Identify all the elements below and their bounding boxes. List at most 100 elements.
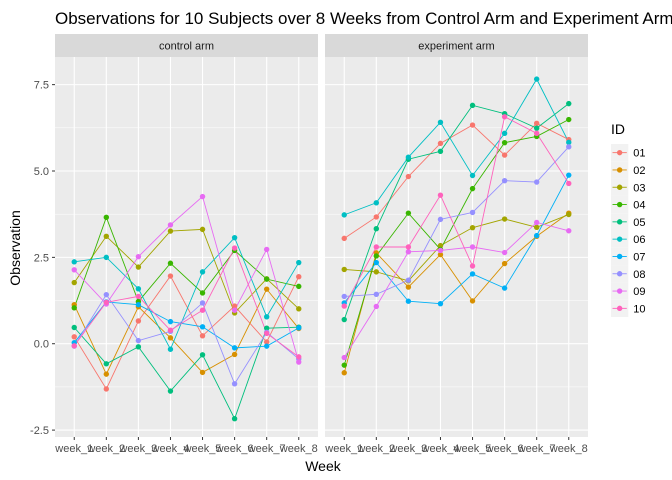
data-point-04-week_1 xyxy=(341,362,347,368)
strip-label: control arm xyxy=(159,41,214,53)
data-point-09-week_7 xyxy=(533,219,540,226)
data-point-08-week_3 xyxy=(405,277,412,283)
legend-label: 01 xyxy=(633,148,645,160)
data-point-01-week_3 xyxy=(405,173,412,180)
data-point-01-week_4 xyxy=(167,273,174,279)
data-point-09-week_7 xyxy=(263,246,270,253)
data-point-03-week_2 xyxy=(103,233,110,239)
data-point-09-week_2 xyxy=(373,303,380,310)
data-point-07-week_8 xyxy=(566,172,572,178)
data-point-02-week_3 xyxy=(405,284,412,290)
data-point-09-week_4 xyxy=(437,247,444,254)
data-point-01-week_8 xyxy=(296,274,302,280)
data-point-02-week_4 xyxy=(437,251,444,258)
data-point-06-week_6 xyxy=(501,130,508,137)
legend-label: 04 xyxy=(633,200,645,212)
data-point-06-week_8 xyxy=(296,259,302,266)
legend-item-04: 04 xyxy=(611,195,646,214)
data-point-06-week_1 xyxy=(341,212,347,218)
legend-label: 05 xyxy=(633,217,645,229)
x-tick-label: week_3 xyxy=(388,443,427,455)
y-tick-label: 2.5 xyxy=(34,252,49,264)
legend: ID 01 02 03 04 05 06 07 08 09 10 xyxy=(611,121,646,317)
data-point-01-week_3 xyxy=(135,318,142,324)
data-point-03-week_5 xyxy=(469,224,476,231)
data-point-01-week_7 xyxy=(263,339,270,345)
legend-title: ID xyxy=(611,121,625,137)
x-tick-label: week_6 xyxy=(215,443,254,455)
data-point-04-week_3 xyxy=(405,210,412,216)
legend-key-point xyxy=(616,288,623,294)
x-tick-label: week_1 xyxy=(324,443,363,455)
data-point-10-week_4 xyxy=(437,192,444,198)
series-line-10 xyxy=(73,246,300,358)
data-point-08-week_2 xyxy=(103,291,110,298)
legend-label: 02 xyxy=(633,165,645,177)
panels: control armweek_1week_2week_3week_4week_… xyxy=(30,34,588,455)
series-line-04 xyxy=(73,215,299,308)
x-tick-label: week_8 xyxy=(549,443,588,455)
legend-item-09: 09 xyxy=(611,282,646,300)
legend-key-point xyxy=(616,253,623,260)
data-point-09-week_5 xyxy=(199,193,206,200)
data-point-10-week_6 xyxy=(501,114,508,120)
data-point-09-week_6 xyxy=(231,307,238,313)
data-point-06-week_7 xyxy=(533,76,540,82)
data-point-07-week_6 xyxy=(501,285,508,291)
data-point-06-week_2 xyxy=(373,200,380,206)
legend-item-02: 02 xyxy=(611,161,646,179)
data-point-07-week_7 xyxy=(533,232,540,239)
data-point-05-week_4 xyxy=(167,388,174,394)
panel-background xyxy=(325,57,588,437)
data-point-04-week_2 xyxy=(373,253,380,259)
data-point-03-week_1 xyxy=(71,279,77,286)
data-point-03-week_3 xyxy=(135,264,142,270)
series-line-04 xyxy=(343,119,569,366)
series-line-09 xyxy=(343,221,569,358)
legend-label: 09 xyxy=(633,286,645,298)
legend-key-point xyxy=(616,184,623,190)
data-point-10-week_2 xyxy=(373,244,380,250)
y-tick-label: 0.0 xyxy=(34,339,49,351)
data-point-05-week_2 xyxy=(373,225,380,232)
series-line-03 xyxy=(344,214,569,282)
data-point-08-week_6 xyxy=(231,381,238,387)
data-point-04-week_5 xyxy=(199,290,206,296)
data-point-03-week_4 xyxy=(437,242,444,249)
legend-item-06: 06 xyxy=(611,230,646,248)
data-point-05-week_5 xyxy=(469,102,476,109)
data-point-06-week_3 xyxy=(135,286,142,292)
data-point-03-week_8 xyxy=(296,306,302,312)
data-point-06-week_1 xyxy=(71,259,77,265)
data-point-09-week_4 xyxy=(167,222,174,228)
x-tick-label: week_2 xyxy=(356,443,395,455)
legend-label: 03 xyxy=(633,182,645,194)
data-point-05-week_7 xyxy=(263,325,270,331)
x-axis-title: Week xyxy=(305,458,342,474)
series-line-01 xyxy=(343,122,569,239)
data-point-05-week_1 xyxy=(341,316,347,323)
legend-key-point xyxy=(616,236,623,242)
data-point-07-week_4 xyxy=(437,300,444,307)
data-point-10-week_8 xyxy=(566,180,572,187)
series-line-06 xyxy=(344,78,570,216)
x-tick-label: week_1 xyxy=(54,443,93,455)
legend-label: 07 xyxy=(633,251,645,263)
data-point-10-week_8 xyxy=(296,354,302,360)
data-point-08-week_4 xyxy=(437,216,444,223)
data-point-07-week_5 xyxy=(469,271,476,277)
data-point-05-week_3 xyxy=(135,344,142,350)
data-point-08-week_7 xyxy=(533,179,540,185)
x-tick-label: week_3 xyxy=(118,443,157,455)
data-point-01-week_1 xyxy=(341,235,347,242)
data-point-07-week_2 xyxy=(373,259,380,266)
data-point-06-week_3 xyxy=(405,154,412,160)
y-axis-title: Observation xyxy=(7,210,23,285)
chart-title: Observations for 10 Subjects over 8 Week… xyxy=(55,9,672,28)
series-line-10 xyxy=(343,116,570,307)
data-point-06-week_2 xyxy=(103,254,110,261)
data-point-04-week_4 xyxy=(167,260,174,266)
data-point-08-week_5 xyxy=(199,300,206,306)
data-point-02-week_2 xyxy=(103,371,110,377)
